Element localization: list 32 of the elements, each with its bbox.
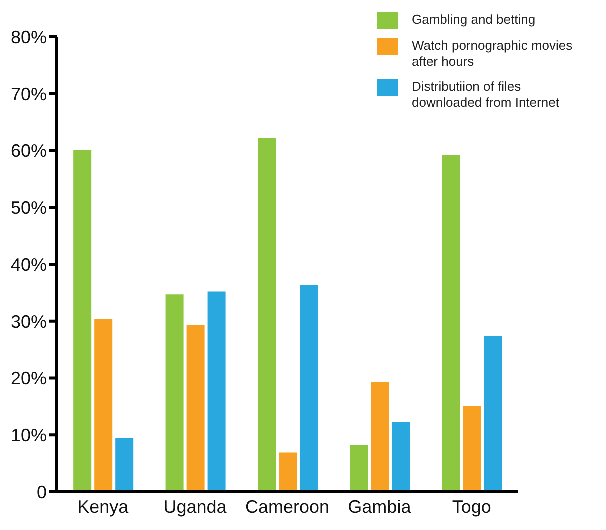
y-tick-label: 30% [10,312,47,332]
y-tick-label: 50% [10,198,47,218]
x-tick-label: Cameroon [245,496,330,517]
bar [371,382,390,492]
y-tick-label: 0 [36,482,47,502]
bar [258,138,276,492]
legend-label: Watch pornographic movies after hours [412,38,574,70]
y-tick-label: 70% [10,84,47,104]
bar [278,452,297,492]
x-tick-label: Togo [452,496,492,517]
bar [350,445,368,492]
bar [463,406,482,492]
x-tick-label: Kenya [78,496,130,517]
bar [166,294,184,492]
y-tick-label: 40% [10,254,47,275]
legend-label: Gambling and betting [412,12,536,28]
y-tick-label: 80% [10,27,47,48]
bar [484,336,502,492]
bar [94,319,113,492]
x-tick-label: Gambia [348,496,412,517]
bar [442,155,460,492]
y-tick-label: 10% [10,426,47,446]
bar [116,438,134,492]
bar [392,422,410,492]
bar [186,325,205,492]
y-tick-label: 60% [10,141,47,162]
legend-label: Distributiion of files downloaded from Internet [412,79,560,111]
bar [300,286,318,492]
x-tick-label: Uganda [164,496,228,517]
bar [74,150,92,492]
y-tick-label: 20% [10,368,47,389]
bar [208,292,226,492]
